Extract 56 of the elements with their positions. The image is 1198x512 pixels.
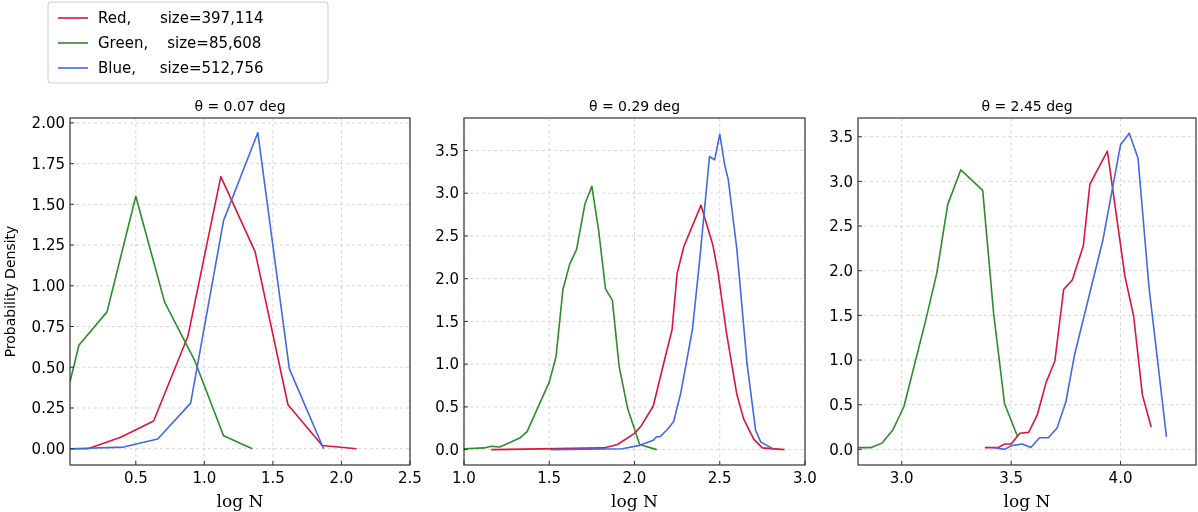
y-tick-label: 0.25 <box>31 399 65 418</box>
legend-label: Blue, size=512,756 <box>98 59 264 78</box>
y-tick-label: 2.0 <box>829 261 853 280</box>
y-tick-label: 3.0 <box>829 172 853 191</box>
y-tick-label: 3.0 <box>435 184 459 203</box>
y-tick-label: 0.50 <box>31 358 65 377</box>
y-tick-label: 1.5 <box>435 312 459 331</box>
line-series <box>70 195 254 450</box>
line-series <box>70 175 358 450</box>
x-tick-label: 2.0 <box>622 469 647 487</box>
y-tick-label: 1.5 <box>829 306 853 325</box>
x-tick-label: 1.0 <box>192 469 217 487</box>
y-tick-label: 0.75 <box>31 317 65 336</box>
x-tick-label: 3.5 <box>999 469 1024 487</box>
chart-title: θ = 2.45 deg <box>981 98 1073 114</box>
y-tick-label: 2.0 <box>435 269 459 288</box>
y-tick-label: 0.00 <box>31 439 65 458</box>
line-series <box>858 169 1019 449</box>
y-tick-label: 2.5 <box>829 217 853 236</box>
y-tick-label: 1.25 <box>31 236 65 255</box>
y-tick-label: 2.00 <box>31 114 65 133</box>
x-tick-label: 1.5 <box>537 469 562 487</box>
chart-title: θ = 0.29 deg <box>588 98 681 114</box>
x-axis-title: log N <box>1003 491 1051 511</box>
y-tick-label: 1.0 <box>829 351 853 370</box>
chart-title: θ = 0.07 deg <box>194 98 286 114</box>
line-series <box>464 185 658 451</box>
x-tick-label: 4.0 <box>1108 469 1133 487</box>
line-series <box>984 150 1152 449</box>
y-tick-label: 3.5 <box>435 141 459 160</box>
x-tick-label: 2.5 <box>707 469 732 487</box>
y-axis-title: Probability Density <box>2 225 18 358</box>
y-tick-label: 0.0 <box>829 440 853 459</box>
x-tick-label: 2.0 <box>329 469 354 487</box>
y-tick-label: 3.5 <box>829 128 853 147</box>
line-series <box>490 204 786 451</box>
y-tick-label: 1.75 <box>31 154 65 173</box>
y-tick-label: 2.5 <box>435 227 459 246</box>
x-tick-label: 0.5 <box>123 469 148 487</box>
y-tick-label: 1.0 <box>435 355 459 374</box>
x-tick-label: 3.0 <box>793 469 817 487</box>
line-series <box>992 132 1168 451</box>
x-tick-label: 1.5 <box>260 469 285 487</box>
y-tick-label: 0.5 <box>435 398 459 417</box>
legend-label: Red, size=397,114 <box>98 9 264 28</box>
y-tick-label: 1.50 <box>31 195 65 214</box>
line-series <box>550 133 776 451</box>
x-tick-label: 2.5 <box>398 469 422 487</box>
x-axis-title: log N <box>611 491 659 511</box>
x-tick-label: 1.0 <box>452 469 476 487</box>
y-tick-label: 1.00 <box>31 277 65 296</box>
y-tick-label: 0.0 <box>435 440 459 459</box>
y-tick-label: 0.5 <box>829 395 853 414</box>
x-axis-title: log N <box>216 491 264 511</box>
legend-label: Green, size=85,608 <box>98 34 262 53</box>
x-tick-label: 3.0 <box>889 469 914 487</box>
